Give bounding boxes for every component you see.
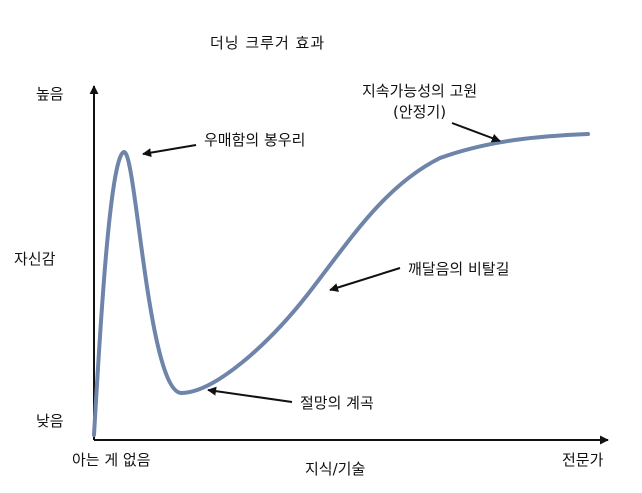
peak-arrow	[142, 144, 197, 158]
plateau-annotation-line2: (안정기)	[393, 103, 447, 121]
valley-arrow	[207, 386, 293, 403]
y-axis-label: 자신감	[14, 250, 56, 268]
valley-annotation: 절망의 계곡	[300, 394, 374, 412]
confidence-curve	[92, 132, 590, 437]
peak-annotation: 우매함의 봉우리	[204, 131, 306, 149]
plateau-annotation-line1: 지속가능성의 고원	[362, 82, 478, 100]
diagram-title: 더닝 크루거 효과	[210, 34, 326, 52]
slope-arrow	[329, 267, 401, 292]
plateau-annotation: 지속가능성의 고원 (안정기)	[362, 81, 477, 123]
x-axis-high-label: 전문가	[562, 451, 604, 469]
plateau-arrow	[451, 122, 501, 143]
x-axis-low-label: 아는 게 없음	[72, 451, 151, 469]
x-axis-label: 지식/기술	[305, 460, 366, 478]
slope-annotation: 깨달음의 비탈길	[408, 260, 510, 278]
y-axis-low-label: 낮음	[36, 412, 64, 430]
y-axis-high-label: 높음	[36, 85, 64, 103]
